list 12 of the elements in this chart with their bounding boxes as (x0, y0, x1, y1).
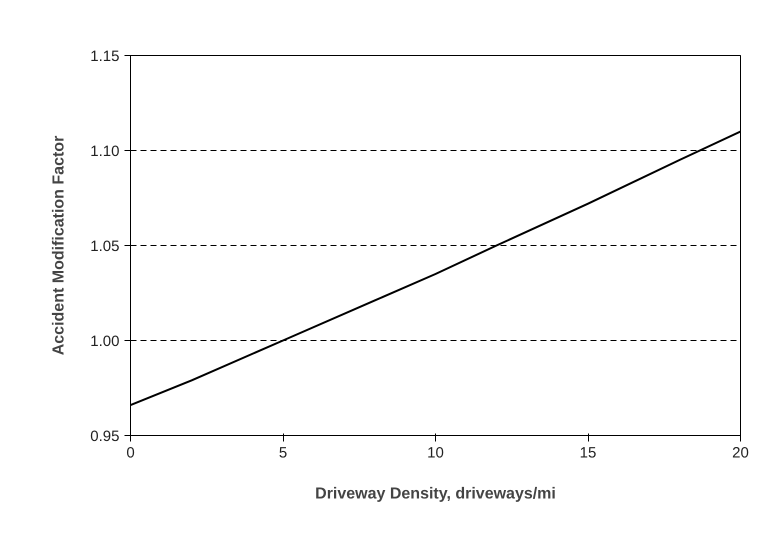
x-tick-label: 0 (126, 444, 135, 462)
x-tick-label: 5 (278, 444, 288, 462)
x-tick-label: 10 (427, 444, 444, 462)
y-tick-label: 1.15 (90, 48, 120, 65)
y-tick-label: 1.05 (90, 238, 120, 255)
y-tick-label: 1.10 (90, 143, 120, 160)
y-axis-title: Accident Modification Factor (50, 136, 68, 356)
y-tick-label: 1.00 (90, 333, 120, 350)
x-tick-label: 20 (732, 444, 749, 462)
x-axis-title: Driveway Density, driveways/mi (315, 486, 556, 502)
x-tick-label: 15 (580, 444, 596, 462)
y-tick-label: 0.95 (90, 428, 120, 445)
